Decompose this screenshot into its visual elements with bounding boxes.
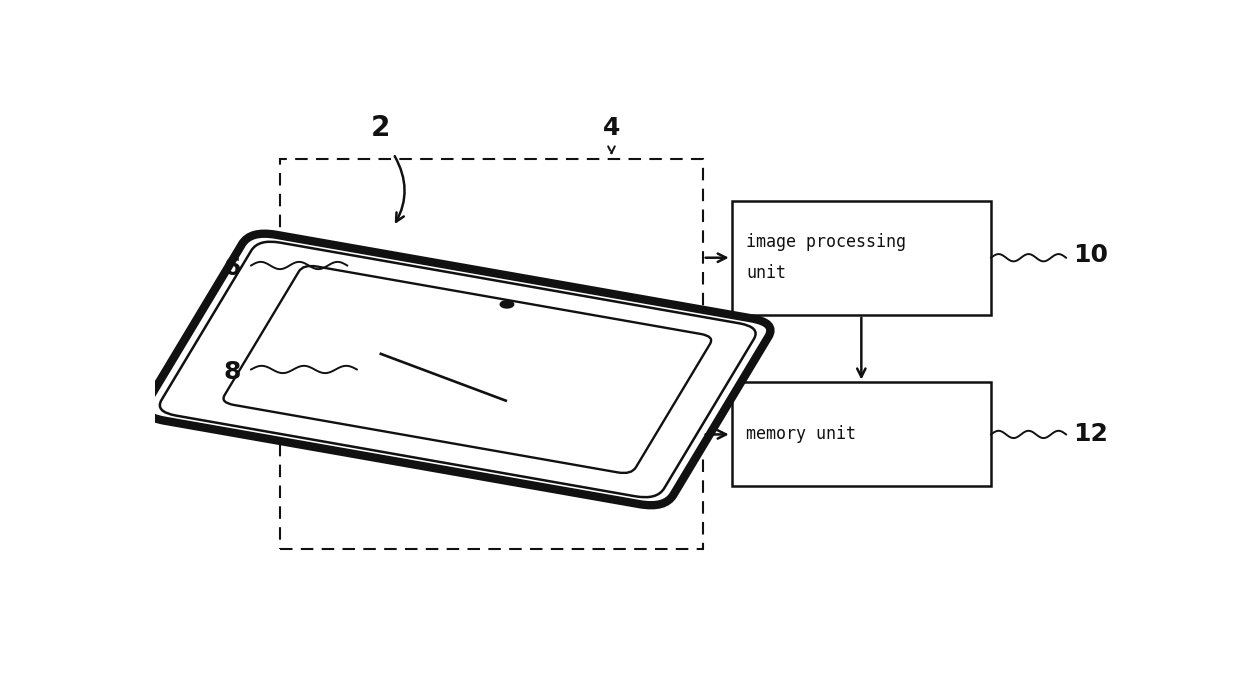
Bar: [732, 200, 991, 315]
Bar: [732, 383, 991, 487]
Bar: [280, 159, 703, 549]
Text: 4: 4: [603, 116, 620, 140]
Text: 6: 6: [223, 256, 241, 280]
Text: memory unit: memory unit: [746, 425, 856, 443]
Text: 10: 10: [1073, 243, 1107, 267]
Text: unit: unit: [746, 265, 786, 282]
FancyBboxPatch shape: [223, 266, 712, 473]
Circle shape: [500, 300, 513, 308]
Text: 8: 8: [223, 360, 241, 384]
Text: 2: 2: [371, 114, 391, 142]
Text: 12: 12: [1073, 423, 1107, 446]
Text: image processing: image processing: [746, 233, 906, 251]
FancyBboxPatch shape: [145, 234, 770, 506]
